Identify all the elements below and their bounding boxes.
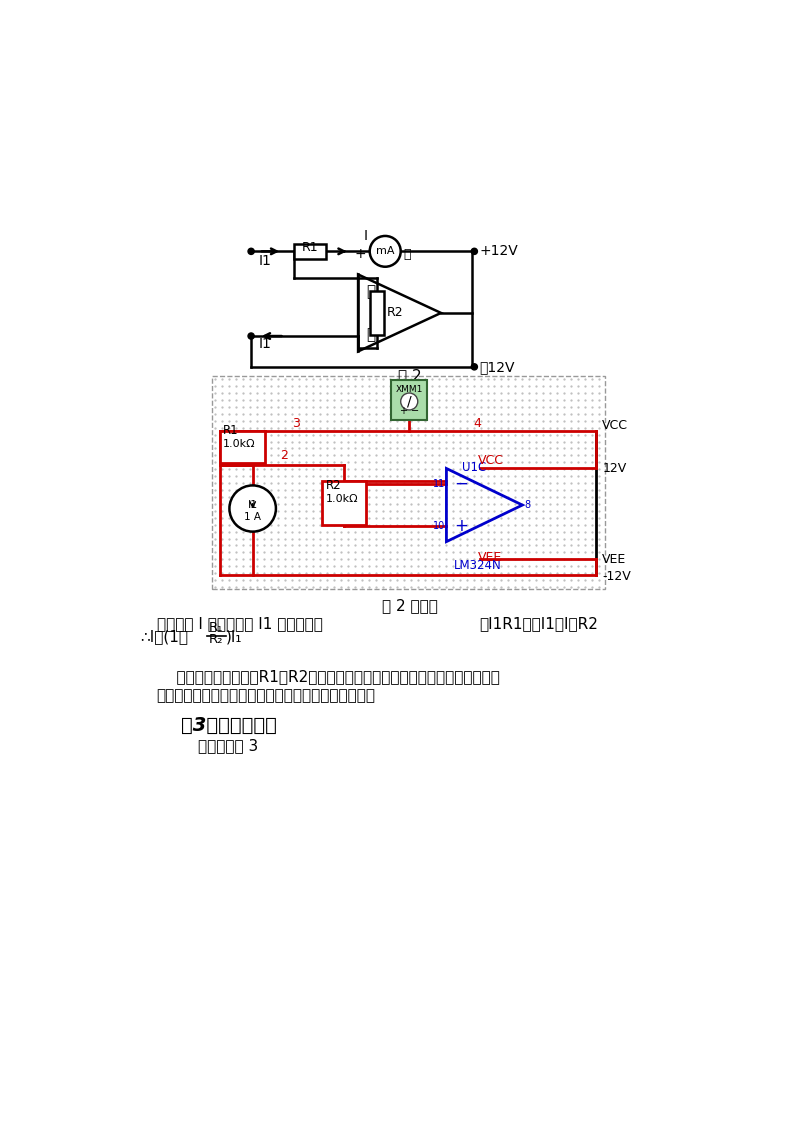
Text: +: + xyxy=(355,248,366,261)
Text: I1: I1 xyxy=(247,499,258,509)
Text: 12V: 12V xyxy=(602,462,626,475)
Bar xyxy=(391,380,427,420)
Text: 表头电流 I 与被测电流 I1 间关系为：: 表头电流 I 与被测电流 I1 间关系为： xyxy=(157,616,322,632)
Bar xyxy=(322,481,366,525)
Bar xyxy=(294,243,326,259)
Text: 11: 11 xyxy=(433,479,445,489)
Text: mA: mA xyxy=(376,247,394,256)
Text: －12V: －12V xyxy=(480,360,515,374)
Circle shape xyxy=(248,333,254,340)
Text: 3: 3 xyxy=(292,417,300,430)
Text: VEE: VEE xyxy=(602,552,626,566)
Text: VCC: VCC xyxy=(478,454,503,468)
Text: －: － xyxy=(366,284,375,299)
Text: ∴I＝(1＋: ∴I＝(1＋ xyxy=(140,629,188,644)
Circle shape xyxy=(401,393,418,410)
Text: －: － xyxy=(403,248,410,260)
Text: R₂: R₂ xyxy=(209,633,223,646)
Text: R1: R1 xyxy=(223,423,239,437)
Text: VCC: VCC xyxy=(602,419,628,432)
Text: 8: 8 xyxy=(524,500,530,511)
Circle shape xyxy=(471,363,478,370)
Text: I1: I1 xyxy=(259,255,272,268)
Circle shape xyxy=(471,248,478,255)
Bar xyxy=(220,431,265,463)
Text: （3）交流电压表: （3）交流电压表 xyxy=(182,717,278,736)
Text: −: − xyxy=(411,405,419,415)
Text: ＋: ＋ xyxy=(366,327,375,342)
Text: +12V: +12V xyxy=(480,245,518,258)
Text: I: I xyxy=(364,229,368,242)
Text: +: + xyxy=(454,517,468,535)
Text: 1 A: 1 A xyxy=(244,512,261,522)
Text: I1: I1 xyxy=(259,337,272,351)
Text: VEE: VEE xyxy=(478,551,502,564)
Text: R2: R2 xyxy=(326,479,341,491)
Text: /: / xyxy=(407,394,411,409)
Text: XMM1: XMM1 xyxy=(395,385,423,394)
Text: 图 2: 图 2 xyxy=(398,368,422,384)
Text: U1C: U1C xyxy=(462,461,486,474)
Text: 如果被测电流较大时，应给电流表表头并联分流电阻。: 如果被测电流较大时，应给电流表表头并联分流电阻。 xyxy=(157,688,375,703)
Circle shape xyxy=(248,248,254,255)
Text: 图 2 仿真图: 图 2 仿真图 xyxy=(382,598,438,612)
Text: 仿真图如图 3: 仿真图如图 3 xyxy=(198,738,258,753)
Text: 10: 10 xyxy=(433,521,445,531)
Text: 4: 4 xyxy=(474,417,482,430)
Text: +: + xyxy=(399,405,407,415)
Text: -12V: -12V xyxy=(602,569,631,583)
Text: R₁: R₁ xyxy=(209,621,223,634)
Text: −: − xyxy=(454,475,468,492)
Text: LM324N: LM324N xyxy=(454,558,502,572)
Text: 1.0kΩ: 1.0kΩ xyxy=(326,494,358,504)
Text: 1.0kΩ: 1.0kΩ xyxy=(223,439,256,449)
Circle shape xyxy=(370,235,401,267)
Circle shape xyxy=(230,486,276,532)
Bar xyxy=(212,376,606,589)
Text: －I1R1＝（I1－I）R2: －I1R1＝（I1－I）R2 xyxy=(480,616,598,632)
Text: 2: 2 xyxy=(281,449,289,462)
Text: R1: R1 xyxy=(302,241,318,254)
Bar xyxy=(370,291,385,334)
Text: R2: R2 xyxy=(386,307,403,319)
Text: )I₁: )I₁ xyxy=(226,629,243,644)
Text: 可见，改变电阻比（R1／R2），可调节流过电流表的电流，以提高灵敏度。: 可见，改变电阻比（R1／R2），可调节流过电流表的电流，以提高灵敏度。 xyxy=(157,669,499,685)
